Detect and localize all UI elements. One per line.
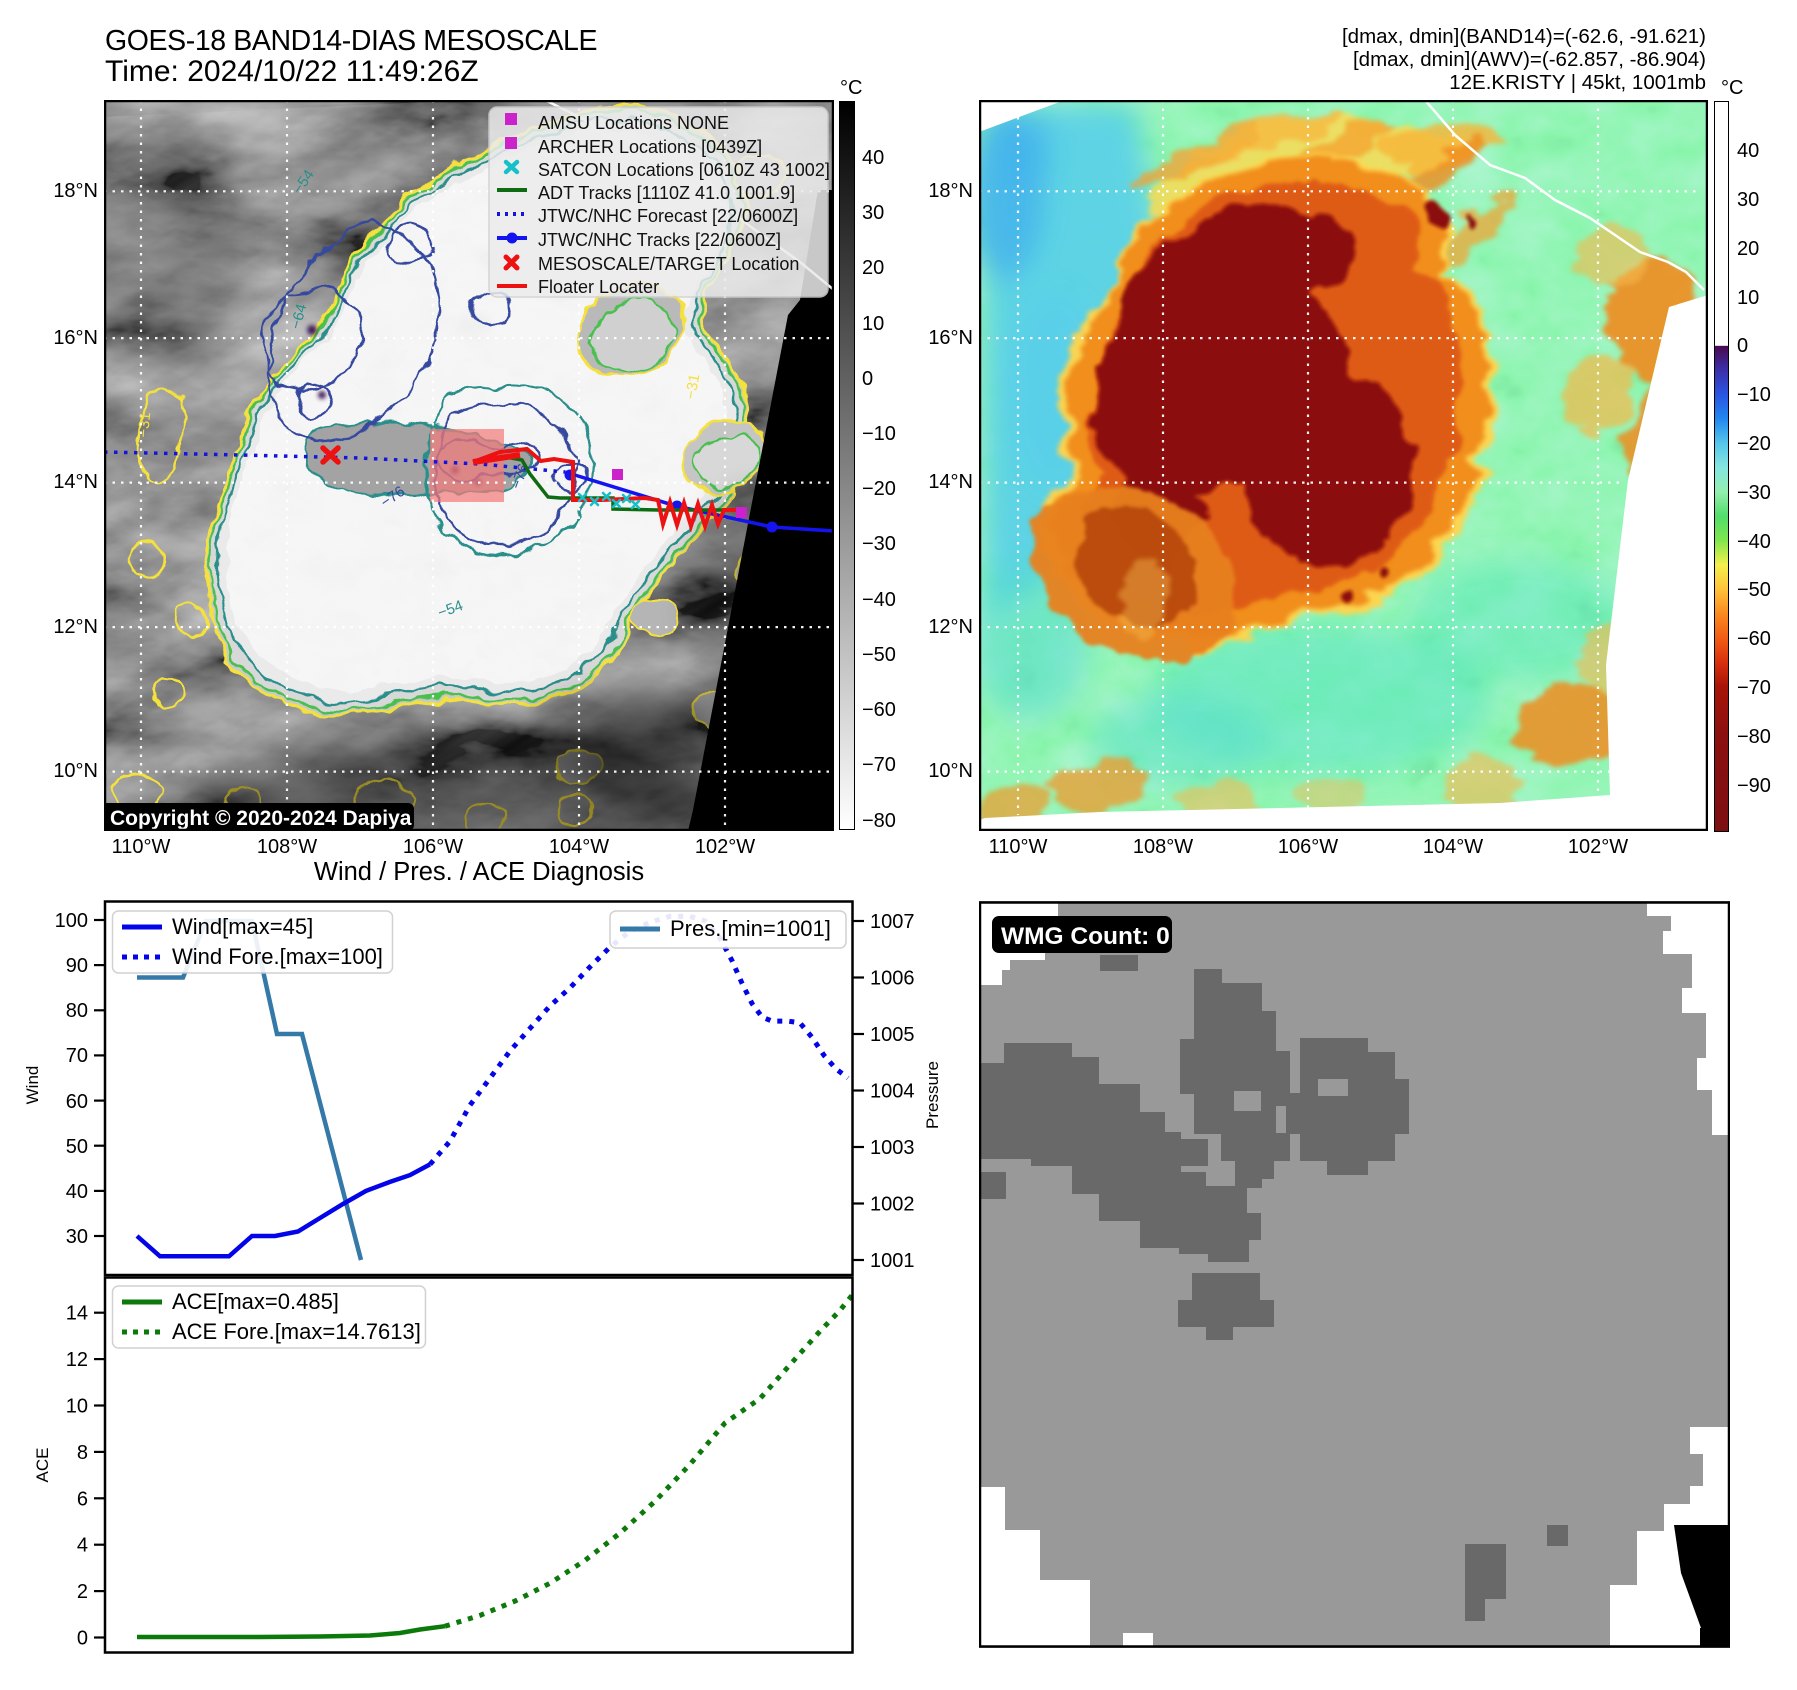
svg-text:Floater Locater: Floater Locater [538,277,659,297]
svg-text:−31: −31 [682,373,703,401]
svg-text:WMG Count: 0: WMG Count: 0 [1001,923,1170,950]
svg-text:10: 10 [66,1396,88,1418]
svg-text:8: 8 [77,1442,88,1464]
svg-text:Copyright © 2020-2024 Dapiya: Copyright © 2020-2024 Dapiya [110,807,412,830]
svg-text:4: 4 [77,1535,88,1557]
svg-text:14: 14 [66,1303,88,1325]
svg-text:Wind[max=45]: Wind[max=45] [172,914,313,939]
svg-text:50: 50 [66,1136,88,1158]
svg-text:40: 40 [66,1181,88,1203]
svg-text:30: 30 [66,1226,88,1248]
svg-text:Wind: Wind [23,1066,42,1105]
svg-text:2: 2 [77,1581,88,1603]
svg-text:MESOSCALE/TARGET Location: MESOSCALE/TARGET Location [538,254,799,274]
svg-text:SATCON Locations [0610Z 43 100: SATCON Locations [0610Z 43 1002] [538,160,830,180]
svg-text:Pres.[min=1001]: Pres.[min=1001] [670,916,831,941]
svg-text:1003: 1003 [870,1137,915,1159]
svg-text:80: 80 [66,1000,88,1022]
svg-text:1007: 1007 [870,911,915,933]
svg-text:1001: 1001 [870,1250,915,1272]
svg-text:−31: −31 [135,412,154,439]
svg-text:AMSU Locations NONE: AMSU Locations NONE [538,113,729,133]
svg-text:ARCHER Locations [0439Z]: ARCHER Locations [0439Z] [538,137,762,157]
svg-text:1005: 1005 [870,1024,915,1046]
svg-text:Wind Fore.[max=100]: Wind Fore.[max=100] [172,944,383,969]
svg-text:JTWC/NHC Forecast [22/0600Z]: JTWC/NHC Forecast [22/0600Z] [538,206,798,226]
svg-text:ACE[max=0.485]: ACE[max=0.485] [172,1289,339,1314]
svg-text:6: 6 [77,1488,88,1510]
svg-text:1004: 1004 [870,1081,915,1103]
svg-text:70: 70 [66,1045,88,1067]
svg-text:ADT Tracks [1110Z 41.0 1001.9]: ADT Tracks [1110Z 41.0 1001.9] [538,183,795,203]
svg-text:1006: 1006 [870,968,915,990]
svg-text:Pressure: Pressure [923,1061,942,1129]
svg-text:12: 12 [66,1349,88,1371]
svg-text:1002: 1002 [870,1194,915,1216]
svg-text:0: 0 [77,1628,88,1650]
svg-text:ACE: ACE [33,1448,52,1483]
svg-text:100: 100 [55,910,88,932]
svg-text:60: 60 [66,1091,88,1113]
svg-text:JTWC/NHC Tracks [22/0600Z]: JTWC/NHC Tracks [22/0600Z] [538,230,781,250]
svg-text:−64: −64 [287,302,310,331]
svg-text:90: 90 [66,955,88,977]
svg-text:ACE Fore.[max=14.7613]: ACE Fore.[max=14.7613] [172,1319,421,1344]
